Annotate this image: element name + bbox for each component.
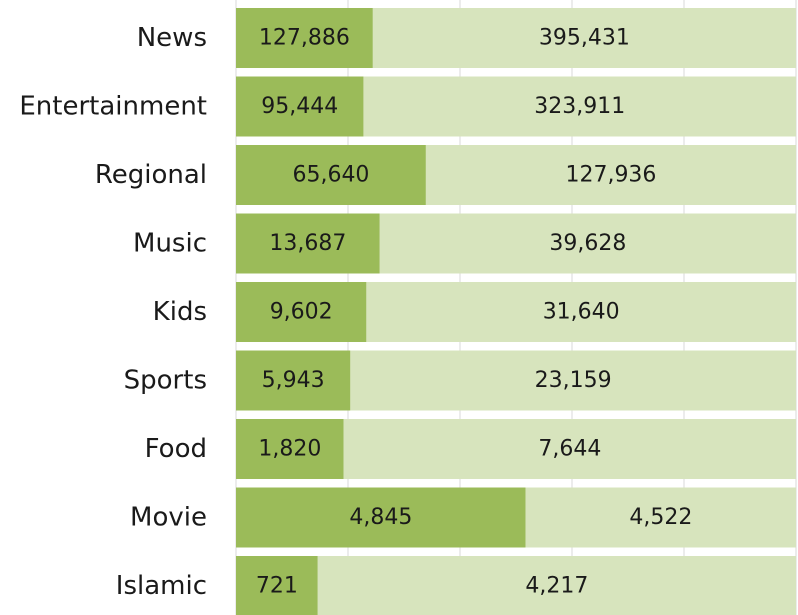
bar-segment-2 (425, 145, 796, 205)
bar-segment-2 (379, 213, 796, 274)
category-label: News (137, 23, 207, 53)
data-label: 9,602 (270, 300, 333, 325)
data-label: 5,943 (262, 368, 325, 393)
data-label: 65,640 (292, 163, 369, 188)
bar-segment-2 (372, 8, 796, 68)
bar-segment-2 (363, 76, 796, 137)
bar-segment-2 (350, 350, 796, 411)
data-label: 23,159 (535, 368, 612, 393)
category-label: Regional (95, 160, 207, 190)
data-label: 127,886 (259, 26, 350, 51)
category-label: Kids (153, 297, 207, 327)
category-label: Islamic (116, 571, 207, 601)
data-label: 4,522 (629, 505, 692, 530)
bar-segment-2 (366, 282, 796, 342)
data-label: 7,644 (538, 437, 601, 462)
category-label: Food (145, 434, 207, 464)
data-label: 13,687 (269, 231, 346, 256)
category-label: Movie (130, 503, 207, 533)
data-label: 31,640 (543, 300, 620, 325)
bar-segment-1 (236, 145, 426, 205)
bar-segment-1 (236, 556, 318, 615)
bar-segment-1 (236, 8, 373, 68)
data-label: 323,911 (534, 94, 625, 119)
data-label: 1,820 (258, 437, 321, 462)
data-label: 127,936 (565, 163, 656, 188)
bar-segment-1 (236, 350, 351, 411)
category-label: Entertainment (19, 92, 207, 122)
bar-segment-1 (236, 487, 526, 548)
data-label: 95,444 (261, 94, 338, 119)
bar-segment-1 (236, 76, 364, 137)
bar-segment-1 (236, 419, 344, 479)
data-label: 4,217 (525, 574, 588, 599)
category-label: Sports (124, 366, 207, 396)
bar-segment-2 (525, 487, 796, 548)
data-label: 721 (256, 574, 298, 599)
bar-segment-1 (236, 213, 380, 274)
data-label: 395,431 (539, 26, 630, 51)
data-label: 4,845 (349, 505, 412, 530)
bar-segment-2 (343, 419, 796, 479)
bar-segment-2 (317, 556, 796, 615)
bar-segment-1 (236, 282, 367, 342)
data-label: 39,628 (549, 231, 626, 256)
category-label: Music (133, 229, 207, 259)
